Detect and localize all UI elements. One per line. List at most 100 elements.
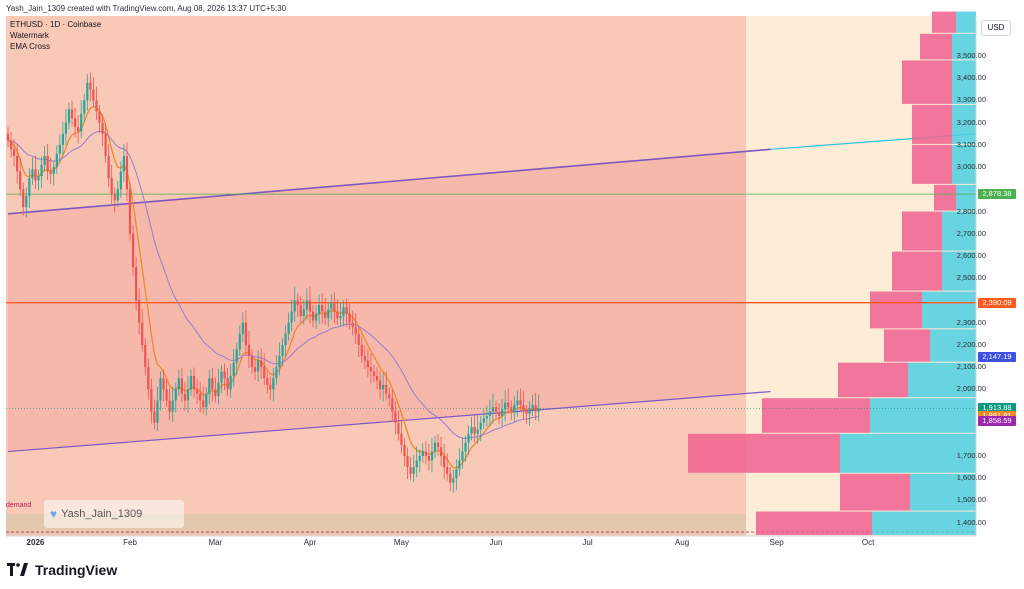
channel-upper-line [7, 148, 771, 215]
price-tick-label: 2,200.00 [956, 339, 986, 349]
price-tick-label: 2,800.00 [956, 206, 986, 216]
candle-body [150, 389, 153, 412]
candle-body [443, 456, 446, 468]
candle-body [110, 178, 113, 194]
vp-sell-bar [840, 473, 910, 511]
vp-sell-bar [892, 251, 942, 291]
candle-body [391, 398, 394, 412]
candle-body [482, 418, 485, 423]
candle-body [415, 460, 418, 468]
candle-body [64, 122, 68, 134]
candle-body [257, 360, 260, 372]
candle-body [159, 378, 162, 401]
price-tag: 2,390.09 [978, 297, 1016, 308]
price-tag: 1,913.88 [978, 403, 1016, 414]
candle-body [287, 322, 290, 334]
legend-ema-cross[interactable]: EMA Cross [10, 42, 51, 51]
candle-body [208, 378, 211, 394]
candle-body [55, 153, 58, 168]
candle-body [232, 362, 235, 376]
candle-body [168, 400, 171, 412]
candle-body [449, 473, 452, 483]
candle-body [244, 322, 247, 345]
candle-body [186, 389, 190, 401]
candle-body [199, 393, 202, 401]
candle-body [403, 444, 406, 456]
legend-symbol[interactable]: ETHUSD · 1D · Coinbase [10, 20, 102, 29]
price-tick-label: 1,400.00 [956, 517, 986, 527]
candle-body [510, 407, 513, 412]
candle-body [452, 478, 455, 483]
candle-body [272, 378, 275, 390]
candle-body [202, 400, 205, 408]
candle-body [436, 442, 440, 448]
candle-body [321, 304, 324, 312]
time-tick-label: 2026 [26, 538, 45, 547]
vp-sell-bar [870, 291, 922, 329]
candle-body [363, 356, 366, 361]
candle-body [49, 171, 52, 174]
vp-buy-bar [942, 211, 976, 251]
candle-body [531, 404, 534, 410]
candle-body [522, 404, 525, 412]
candle-body [311, 311, 315, 321]
candle-body [37, 176, 40, 181]
candle-body [324, 311, 327, 319]
candle-body [235, 349, 238, 363]
time-tick-label: Aug [674, 538, 690, 547]
candle-body [92, 89, 95, 101]
candle-body [299, 304, 302, 316]
candle-body [220, 371, 223, 383]
legend-watermark[interactable]: Watermark [10, 31, 49, 40]
candle-body [95, 100, 98, 112]
price-tick-label: 2,300.00 [956, 317, 986, 327]
vp-sell-bar [920, 33, 952, 60]
candle-body [421, 451, 424, 456]
price-tick-label: 3,100.00 [956, 139, 986, 149]
candle-body [241, 322, 244, 334]
candle-body [284, 333, 287, 345]
candle-body [147, 367, 150, 390]
price-tick-label: 3,000.00 [956, 162, 986, 172]
candle-body [43, 156, 46, 165]
vp-sell-bar [902, 60, 952, 104]
candle-body [412, 467, 415, 474]
vp-buy-bar [910, 473, 976, 511]
candle-body [9, 140, 13, 150]
time-tick-label: Mar [208, 538, 223, 547]
candle-body [528, 409, 531, 414]
candle-body [116, 189, 119, 201]
candle-body [418, 456, 421, 461]
candle-body [61, 133, 64, 145]
demand-label: demand [6, 502, 32, 509]
candle-body [34, 169, 37, 181]
candle-body [89, 82, 92, 90]
candle-body [83, 100, 86, 114]
candle-body [430, 451, 434, 461]
candle-body [507, 402, 510, 408]
currency-badge[interactable]: USD [981, 20, 1011, 36]
candle-body [25, 196, 28, 208]
candle-body [479, 422, 482, 430]
candle-body [446, 467, 449, 474]
vp-buy-bar [952, 60, 976, 104]
candle-body [534, 404, 537, 412]
candle-body [19, 171, 22, 190]
candle-body [485, 416, 488, 419]
candle-body [385, 384, 388, 394]
candle-body [156, 400, 159, 423]
time-tick-label: Jun [489, 538, 503, 547]
tradingview-logo[interactable]: TradingView [7, 562, 117, 578]
candle-body [205, 393, 208, 408]
candle-body [250, 356, 254, 368]
vp-sell-bar [756, 511, 872, 535]
candle-body [189, 376, 193, 390]
candle-body [339, 316, 342, 319]
candle-body [458, 460, 461, 470]
candle-body [519, 400, 522, 405]
candle-body [183, 393, 186, 401]
candle-body [174, 389, 177, 401]
candle-body [504, 402, 507, 410]
vp-buy-bar [956, 11, 976, 33]
